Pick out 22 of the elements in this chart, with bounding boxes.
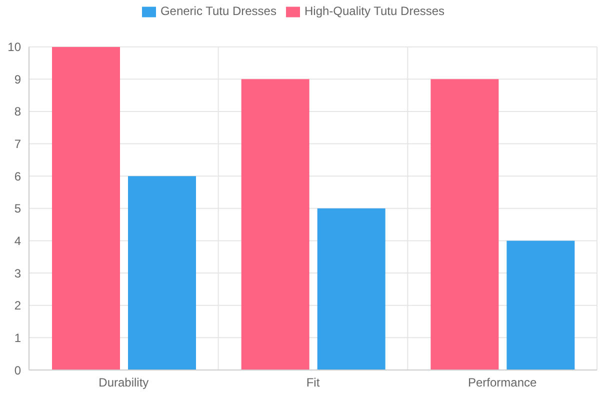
x-tick-label: Fit <box>306 376 320 390</box>
bar <box>52 46 120 370</box>
y-tick-label: 8 <box>14 104 22 119</box>
y-tick-label: 5 <box>14 202 22 216</box>
y-tick-label: 1 <box>14 330 22 345</box>
bar <box>317 208 386 370</box>
y-tick-label: 6 <box>14 169 22 184</box>
y-tick-label: 10 <box>8 40 22 54</box>
legend-label: Generic Tutu Dresses <box>160 4 276 18</box>
y-tick-label: 0 <box>14 363 22 378</box>
y-tick-label: 9 <box>14 72 22 86</box>
bar <box>241 79 310 370</box>
legend-label: High-Quality Tutu Dresses <box>304 4 445 18</box>
bar <box>128 176 196 370</box>
x-tick-label: Performance <box>468 376 538 390</box>
y-tick-label: 7 <box>14 137 22 152</box>
y-tick-label: 2 <box>14 298 22 313</box>
y-tick-label: 3 <box>14 266 22 280</box>
y-tick-label: 4 <box>14 234 22 248</box>
x-tick-label: Durability <box>98 376 149 390</box>
bar <box>506 240 575 370</box>
bar <box>430 79 499 370</box>
